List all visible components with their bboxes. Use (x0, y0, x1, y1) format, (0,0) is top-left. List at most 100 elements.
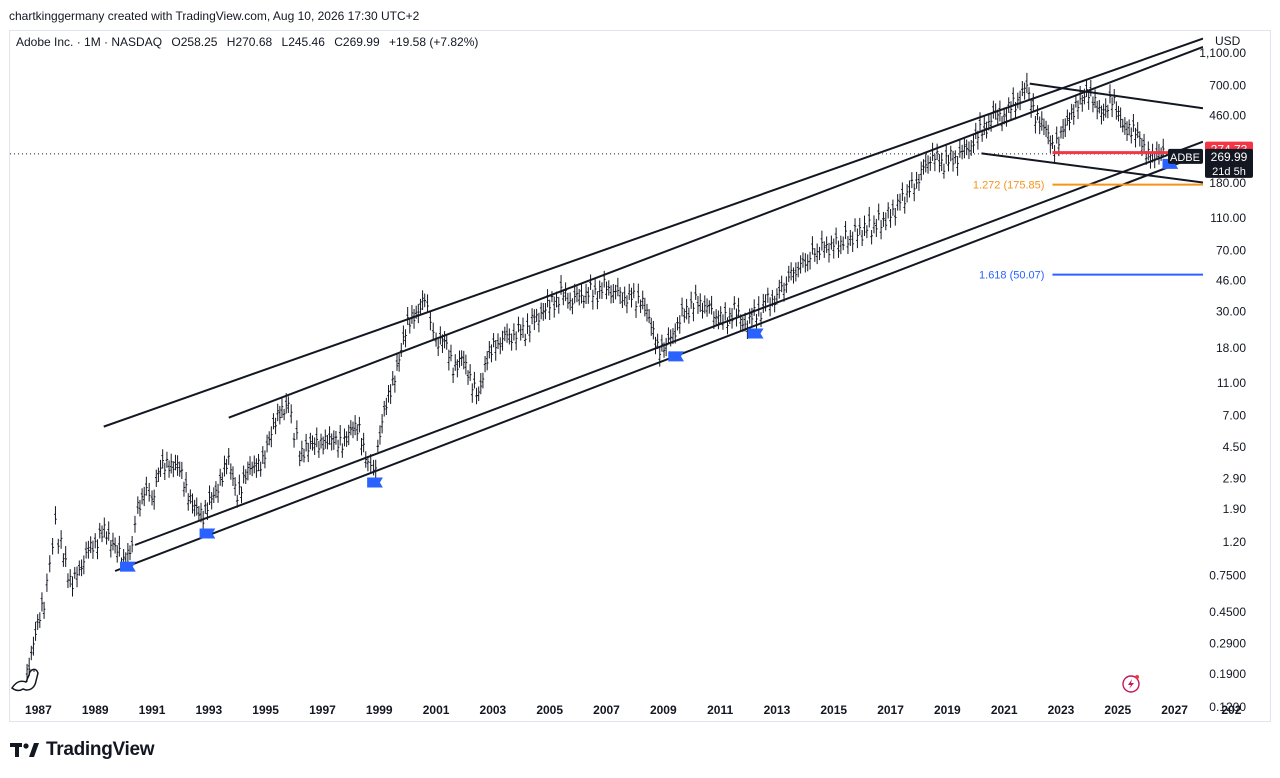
price-bar (488, 341, 491, 359)
price-bar (330, 433, 333, 451)
y-tick-label: 0.1200 (1209, 700, 1246, 714)
price-bar (389, 384, 392, 404)
price-bar (759, 312, 763, 327)
price-bar (514, 331, 518, 351)
price-bar (1078, 85, 1082, 105)
price-bar (118, 535, 121, 557)
price-bar (145, 476, 148, 496)
price-bar (501, 330, 504, 351)
price-bar (397, 354, 401, 372)
price-bar (618, 287, 622, 305)
attribution-text: chartkinggermany created with TradingVie… (9, 9, 420, 23)
ticker-tag[interactable]: ADBE (1168, 148, 1203, 164)
price-bar (229, 463, 233, 480)
tradingview-brand[interactable]: TradingView (10, 739, 155, 761)
price-bar (1119, 107, 1122, 128)
price-bar (423, 293, 427, 308)
price-bar (351, 421, 355, 439)
price-bar (667, 327, 670, 345)
price-bar (362, 432, 365, 453)
price-bar (546, 289, 549, 308)
flag-marker-icon[interactable] (199, 528, 216, 539)
price-bar (172, 461, 175, 478)
trend-line-3[interactable] (114, 152, 1203, 572)
price-bar (940, 152, 943, 172)
price-bar (225, 458, 228, 475)
price-bar (206, 502, 209, 521)
price-bar (505, 323, 509, 343)
price-bar (1036, 105, 1039, 121)
price-bar (51, 537, 54, 555)
price-bar (804, 253, 807, 273)
y-tick-label: 7.00 (1223, 409, 1247, 423)
trend-line-5[interactable] (1029, 82, 1203, 110)
x-tick-label: 1987 (25, 703, 52, 717)
y-tick-label: 11.00 (1217, 376, 1246, 390)
price-bar (165, 451, 169, 468)
price-bar (1102, 103, 1105, 121)
price-bar (1136, 122, 1139, 139)
price-bar (126, 543, 130, 562)
price-bar (1134, 127, 1137, 148)
price-bar (87, 540, 90, 559)
price-bar (884, 212, 888, 231)
y-tick-label: 2.90 (1223, 472, 1247, 486)
flag-marker-icon[interactable] (367, 477, 383, 488)
price-bar (839, 235, 843, 255)
flag-marker-icon[interactable] (668, 351, 684, 362)
last-price-text: 269.99 (1211, 150, 1248, 164)
trend-line-1[interactable] (103, 37, 1203, 428)
price-bar (673, 323, 677, 344)
price-bar (834, 227, 838, 245)
price-bar (741, 316, 745, 332)
price-bar (1104, 98, 1108, 118)
price-bar (510, 333, 513, 351)
price-bar (555, 291, 558, 308)
price-bar (309, 432, 312, 450)
x-tick-label: 2027 (1161, 703, 1188, 717)
price-bar (1063, 118, 1067, 138)
price-bar (746, 320, 749, 340)
price-bar (662, 342, 666, 358)
price-bar (1046, 124, 1050, 145)
price-bar (238, 474, 241, 495)
price-bar (974, 122, 978, 140)
price-bar (710, 295, 713, 315)
price-bar (705, 298, 709, 317)
price-bar (280, 398, 284, 418)
price-bar (963, 138, 966, 159)
price-bar (167, 460, 171, 478)
trend-line-4[interactable] (134, 140, 1203, 546)
price-bar (374, 459, 378, 480)
price-bar (460, 350, 463, 366)
price-bar (539, 302, 543, 320)
price-bar (922, 159, 925, 175)
price-bar (602, 270, 606, 288)
price-bar (150, 490, 154, 506)
price-bar (417, 303, 420, 324)
price-bar (451, 367, 455, 384)
price-bar (292, 432, 296, 448)
trend-line-6[interactable] (981, 152, 1203, 184)
flag-marker-icon[interactable] (120, 561, 136, 572)
price-bar (274, 417, 277, 435)
price-bar (951, 150, 955, 172)
price-bar (1110, 97, 1114, 118)
price-bar (306, 442, 310, 463)
price-bar (680, 297, 684, 317)
price-bar (853, 218, 857, 232)
price-bar (212, 487, 216, 503)
price-bar (780, 275, 783, 293)
flash-icon[interactable] (1122, 675, 1140, 693)
price-bar (456, 359, 459, 378)
flag-marker-icon[interactable] (747, 328, 764, 339)
price-bar (169, 453, 173, 474)
price-bar (844, 221, 847, 240)
price-bar (533, 309, 536, 331)
trend-line-2[interactable] (228, 46, 1203, 419)
price-bar (1089, 79, 1093, 97)
price-bar (399, 342, 403, 357)
symbol-name[interactable]: Adobe Inc. · 1M · NASDAQ (16, 35, 163, 49)
price-bar (856, 228, 859, 249)
